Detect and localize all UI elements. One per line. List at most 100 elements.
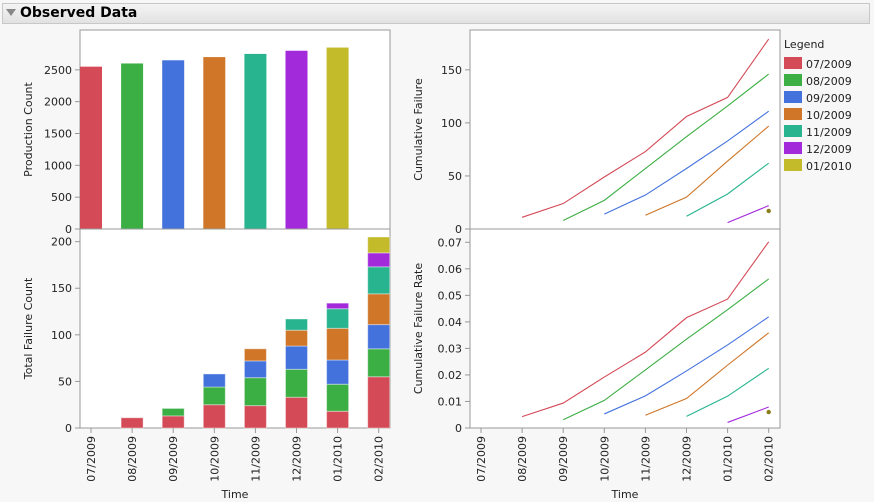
- y-tick-label: 0.03: [438, 342, 463, 355]
- x-tick-label: 11/2009: [249, 436, 262, 482]
- production-bar: [121, 63, 144, 229]
- x-tick-label: 09/2009: [167, 436, 180, 482]
- series-line: [686, 162, 770, 217]
- failure-bar-segment: [285, 345, 308, 370]
- failure-bar-segment: [326, 359, 350, 385]
- legend-label: 09/2009: [806, 92, 852, 105]
- legend-label: 10/2009: [806, 109, 852, 122]
- production-bar: [326, 47, 349, 229]
- failure-count-ylabel: Total Failure Count: [22, 277, 35, 380]
- x-tick-label: 09/2009: [557, 436, 570, 482]
- failure-bar-segment: [367, 236, 391, 254]
- series-line: [727, 406, 769, 423]
- section-title: Observed Data: [20, 5, 138, 21]
- legend-swatch: [784, 159, 802, 171]
- failure-bar-segment: [285, 368, 308, 398]
- x-tick-label: 07/2009: [85, 436, 98, 482]
- production-bar: [203, 57, 226, 229]
- series-line: [562, 278, 770, 421]
- legend-label: 08/2009: [806, 75, 852, 88]
- failure-bar-segment: [367, 266, 391, 295]
- y-tick-label: 0: [65, 422, 72, 435]
- x-tick-label: 12/2009: [291, 436, 304, 482]
- legend-label: 12/2009: [806, 143, 852, 156]
- failure-bar-segment: [285, 329, 308, 347]
- cumulative-rate-ylabel: Cumulative Failure Rate: [412, 263, 425, 394]
- failure-bar-segment: [161, 407, 185, 417]
- x-tick-label: 07/2009: [475, 436, 488, 482]
- observed-data-header[interactable]: Observed Data: [2, 3, 870, 24]
- failure-bar-segment: [326, 410, 350, 429]
- y-tick-label: 150: [441, 64, 462, 77]
- series-line: [686, 367, 770, 417]
- y-tick-label: 2500: [44, 64, 72, 77]
- series-line: [521, 241, 770, 418]
- legend-label: 07/2009: [806, 58, 852, 71]
- production-bar: [80, 66, 102, 230]
- failure-bar-segment: [243, 405, 267, 429]
- failure-bar-segment: [326, 383, 350, 412]
- failure-bar-segment: [285, 318, 308, 331]
- x-tick-label: 02/2010: [763, 436, 776, 482]
- series-line: [521, 38, 770, 218]
- y-tick-label: 2000: [44, 96, 72, 109]
- y-tick-label: 100: [51, 329, 72, 342]
- legend-swatch: [784, 142, 802, 154]
- y-tick-label: 0.06: [438, 263, 463, 276]
- y-tick-label: 0.01: [438, 395, 463, 408]
- legend-label: 11/2009: [806, 126, 852, 139]
- y-tick-label: 1000: [44, 159, 72, 172]
- failure-bar-segment: [202, 373, 226, 388]
- failure-bar-segment: [161, 415, 185, 429]
- y-tick-label: 500: [51, 191, 72, 204]
- x-tick-label: 02/2010: [373, 436, 386, 482]
- legend-label: 01/2010: [806, 160, 852, 173]
- y-tick-label: 0: [455, 223, 462, 236]
- production-ylabel: Production Count: [22, 81, 35, 176]
- production-bar: [244, 53, 267, 229]
- failure-bar-segment: [367, 324, 391, 350]
- x-axis-label: Time: [221, 488, 249, 501]
- failure-bar-segment: [326, 302, 350, 310]
- failure-bar-segment: [243, 348, 267, 362]
- failure-bar-segment: [367, 376, 391, 429]
- failure-bar-segment: [120, 417, 144, 429]
- x-tick-label: 10/2009: [208, 436, 221, 482]
- y-tick-label: 150: [51, 282, 72, 295]
- failure-bar-segment: [326, 327, 350, 361]
- cumulative-failure-frame: [469, 29, 781, 230]
- series-line: [604, 110, 770, 215]
- y-tick-label: 200: [51, 236, 72, 249]
- x-tick-label: 08/2009: [516, 436, 529, 482]
- series-line: [645, 332, 770, 416]
- x-tick-label: 01/2010: [722, 436, 735, 482]
- legend-swatch: [784, 74, 802, 86]
- legend-title: Legend: [784, 38, 824, 51]
- x-tick-label: 10/2009: [598, 436, 611, 482]
- y-tick-label: 0.04: [438, 316, 463, 329]
- y-tick-label: 50: [58, 375, 72, 388]
- failure-bar-segment: [326, 308, 350, 329]
- cumulative-failure-ylabel: Cumulative Failure: [412, 78, 425, 181]
- failure-bar-segment: [367, 293, 391, 326]
- x-tick-label: 11/2009: [639, 436, 652, 482]
- failure-bar-segment: [243, 377, 267, 407]
- series-line: [727, 205, 769, 224]
- series-point: [766, 208, 771, 214]
- disclosure-triangle-icon[interactable]: [6, 9, 16, 16]
- production-bar: [285, 50, 308, 229]
- legend-swatch: [784, 125, 802, 137]
- y-tick-label: 0: [455, 422, 462, 435]
- y-tick-label: 100: [441, 117, 462, 130]
- failure-bar-segment: [202, 386, 226, 406]
- cumulative-rate-frame: [469, 228, 781, 429]
- x-tick-label: 01/2010: [332, 436, 345, 482]
- y-tick-label: 0.02: [438, 369, 463, 382]
- y-tick-label: 0.05: [438, 289, 463, 302]
- series-line: [645, 125, 770, 216]
- y-tick-label: 0: [65, 223, 72, 236]
- failure-bar-segment: [285, 396, 308, 429]
- legend-swatch: [784, 108, 802, 120]
- series-line: [562, 73, 770, 222]
